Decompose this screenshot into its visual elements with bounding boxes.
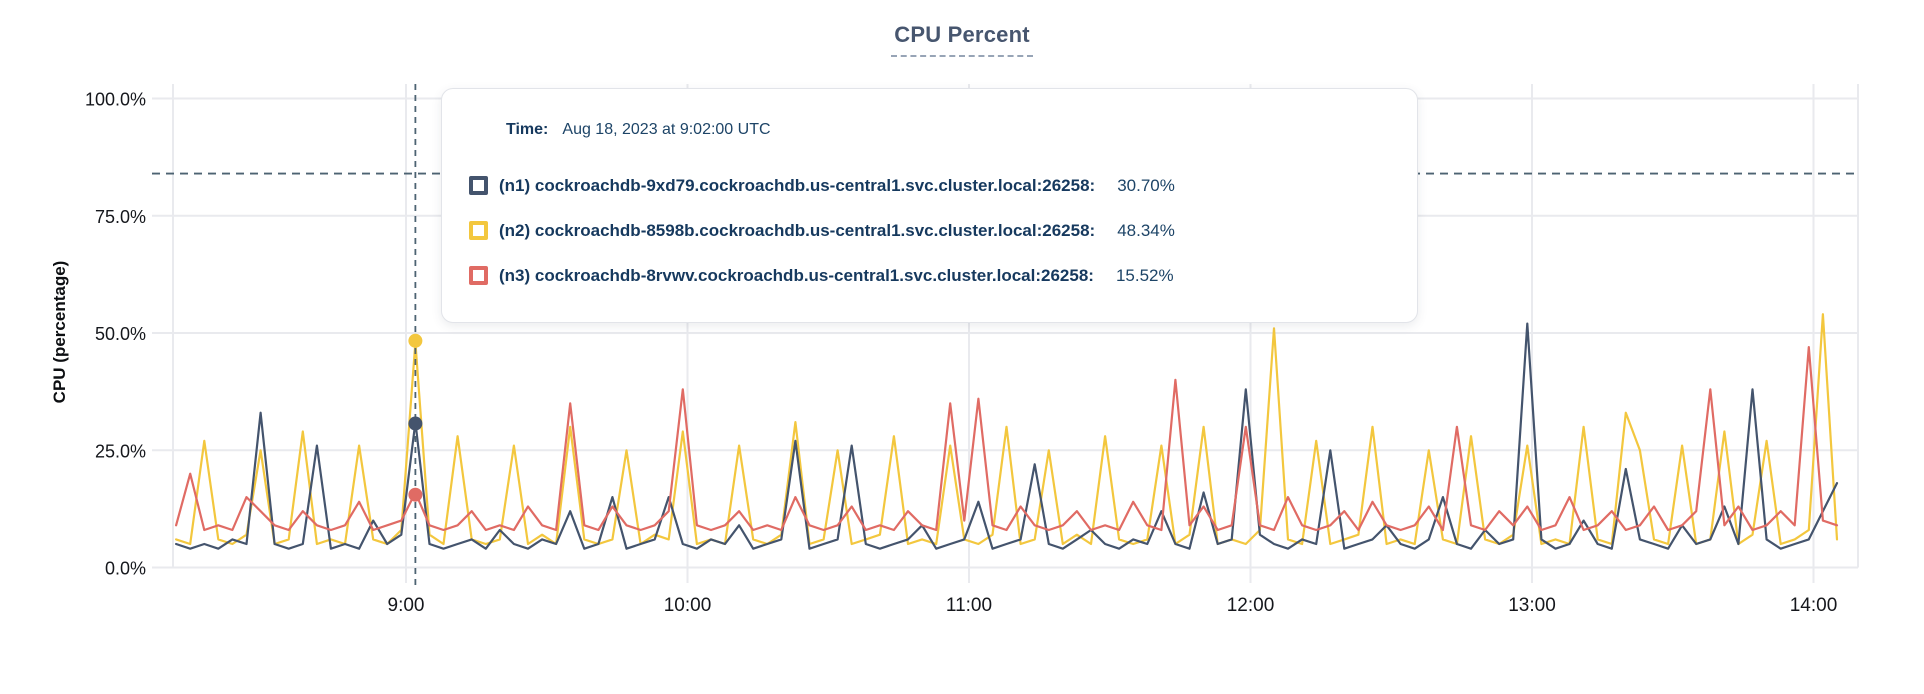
tooltip-row: (n3) cockroachdb-8rvwv.cockroachdb.us-ce… [469,253,1401,298]
chart-title-wrap: CPU Percent [0,22,1924,57]
hover-marker-layer [408,84,423,585]
tooltip-series-value: 15.52% [1115,265,1174,285]
chart-title: CPU Percent [891,22,1033,57]
gridlines [152,84,1859,583]
series-lines-layer [175,313,1839,550]
series-swatch-n2-icon [469,221,488,240]
series-swatch-n3-icon [469,266,488,285]
tooltip-time-value: Aug 18, 2023 at 9:02:00 UTC [562,121,771,138]
tooltip-rows: (n1) cockroachdb-9xd79.cockroachdb.us-ce… [469,163,1401,298]
tooltip-time-row: Time: Aug 18, 2023 at 9:02:00 UTC [506,121,771,139]
y-tick-label: 25.0% [95,441,146,461]
hover-dot-n2 [408,333,423,348]
tooltip-row: (n1) cockroachdb-9xd79.cockroachdb.us-ce… [469,163,1401,208]
x-tick-label: 13:00 [1508,595,1556,616]
tooltip-series-label: (n2) cockroachdb-8598b.cockroachdb.us-ce… [499,220,1096,240]
y-tick-label: 100.0% [85,90,146,110]
axis-labels-layer: 0.0% 25.0% 50.0% 75.0% 100.0% 9:00 10:00 11:00 1… [85,90,1837,617]
series-line-n1 [175,322,1839,550]
x-tick-label: 11:00 [946,595,992,616]
hover-dot-n1 [408,416,423,431]
hover-dot-n3 [408,487,423,502]
tooltip-time-label: Time: [506,121,549,138]
series-line-n2 [175,313,1839,546]
tooltip-row: (n2) cockroachdb-8598b.cockroachdb.us-ce… [469,208,1401,253]
x-tick-label: 9:00 [388,595,425,616]
x-tick-label: 14:00 [1790,595,1838,616]
y-tick-label: 50.0% [95,324,146,344]
tooltip-series-value: 30.70% [1117,175,1175,195]
chart-tooltip: Time: Aug 18, 2023 at 9:02:00 UTC (n1) co… [441,88,1418,323]
y-tick-label: 0.0% [105,559,146,579]
x-tick-label: 10:00 [664,595,712,616]
tooltip-series-label: (n3) cockroachdb-8rvwv.cockroachdb.us-ce… [499,265,1094,285]
x-tick-label: 12:00 [1227,595,1275,616]
series-swatch-n1-icon [469,176,488,195]
series-line-n3 [175,346,1839,532]
y-tick-label: 75.0% [95,207,146,227]
tooltip-series-label: (n1) cockroachdb-9xd79.cockroachdb.us-ce… [499,175,1096,195]
tooltip-series-value: 48.34% [1117,220,1175,240]
